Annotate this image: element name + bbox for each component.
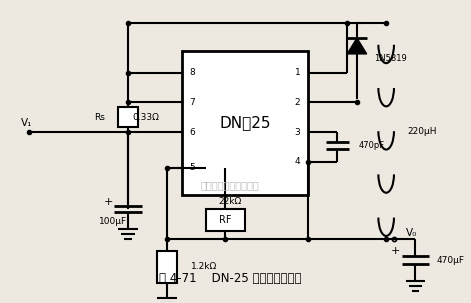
Text: 220μH: 220μH xyxy=(407,127,437,136)
Text: 3: 3 xyxy=(295,128,300,137)
Text: 0.33Ω: 0.33Ω xyxy=(132,113,159,122)
Text: +: + xyxy=(391,246,401,256)
Text: 8: 8 xyxy=(189,68,195,77)
Text: V₁: V₁ xyxy=(21,118,32,128)
Text: 100μF: 100μF xyxy=(99,217,127,226)
Bar xyxy=(118,107,138,127)
Text: DN－25: DN－25 xyxy=(219,115,271,130)
Text: Rs: Rs xyxy=(94,113,105,122)
Text: 6: 6 xyxy=(189,128,195,137)
Text: V₀: V₀ xyxy=(406,228,417,238)
Text: +: + xyxy=(104,197,113,207)
Text: 图 4-71    DN-25 的典型应用电路: 图 4-71 DN-25 的典型应用电路 xyxy=(159,272,301,285)
Text: 1.2kΩ: 1.2kΩ xyxy=(191,262,218,271)
Bar xyxy=(206,209,245,231)
Text: 22kΩ: 22kΩ xyxy=(219,197,242,206)
Text: 4: 4 xyxy=(295,157,300,166)
Text: 1: 1 xyxy=(295,68,300,77)
Text: 1N5819: 1N5819 xyxy=(374,54,407,63)
Polygon shape xyxy=(347,38,367,54)
Text: 5: 5 xyxy=(189,163,195,172)
Text: 7: 7 xyxy=(189,98,195,107)
Text: 2: 2 xyxy=(295,98,300,107)
Bar xyxy=(157,251,177,283)
Text: 杭州将睿科技有限公司: 杭州将睿科技有限公司 xyxy=(201,180,260,190)
Bar xyxy=(182,51,308,195)
Text: 470μF: 470μF xyxy=(437,256,465,265)
Text: RF: RF xyxy=(219,215,232,225)
Text: 470pF: 470pF xyxy=(359,141,385,150)
